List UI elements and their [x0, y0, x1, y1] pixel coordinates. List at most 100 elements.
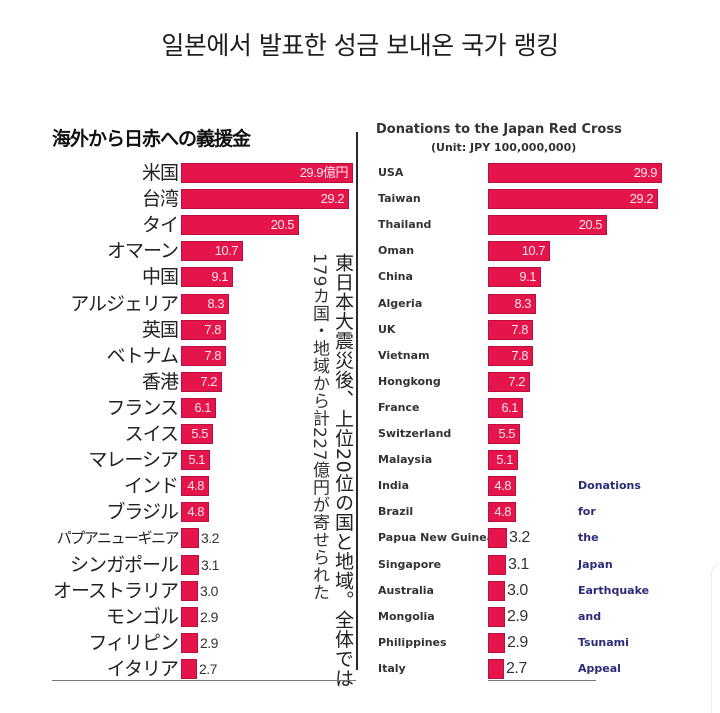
bar-label: オーストラリア [52, 579, 179, 602]
bar-row: Thailand 20.5 [378, 213, 678, 237]
bar: 4.8 [488, 502, 516, 523]
bar-label: 台湾 [141, 188, 179, 211]
bar-row: タイ 20.5 [0, 213, 360, 237]
bar: 29.2 [181, 189, 349, 210]
bar-row: マレーシア 5.1 [0, 448, 360, 472]
bar-row: オマーン 10.7 [0, 239, 360, 263]
bar-value: 2.9 [507, 607, 528, 625]
bar-value: 7.8 [204, 321, 221, 337]
page-title: 일본에서 발표한 성금 보내온 국가 랭킹 [161, 31, 559, 60]
bar-row: アルジェリア 8.3 [0, 292, 360, 316]
bar-row: 米国 29.9億円 [0, 161, 360, 185]
bar-row: フィリピン 2.9 [0, 631, 360, 655]
bar: 5.5 [488, 424, 520, 444]
bar-label: Australia [378, 583, 434, 597]
bar-row: 中国 9.1 [0, 265, 360, 289]
appeal-word: for [578, 505, 596, 519]
bar-value: 29.9 [633, 165, 658, 180]
appeal-word: the [578, 531, 599, 545]
bar-label: UK [378, 322, 396, 336]
bar-row: シンガポール 3.1 [0, 553, 360, 577]
bar-row: Singapore 3.1 [378, 553, 678, 577]
bar-value: 8.3 [207, 295, 224, 311]
bar-label: タイ [141, 214, 179, 237]
appeal-word: Earthquake [578, 583, 650, 597]
bar-row: フランス 6.1 [0, 396, 360, 420]
bar-row: UK 7.8 [378, 318, 678, 342]
bar-label: USA [378, 166, 404, 179]
bar-value: 4.8 [187, 478, 204, 494]
bar-value: 2.9 [200, 608, 218, 625]
bar [488, 528, 507, 549]
bar: 10.7 [181, 241, 243, 262]
bar [181, 580, 198, 601]
bar-label: Hongkong [378, 374, 441, 388]
bar: 8.3 [488, 293, 536, 314]
bar-label: オマーン [106, 240, 179, 263]
bar: 29.2 [488, 189, 658, 210]
bar-label: インド [123, 475, 179, 498]
bar-row: パプアニューギニア 3.2 [0, 526, 360, 550]
bar-value: 29.2 [320, 191, 345, 207]
bar [181, 606, 198, 627]
bar: 7.2 [181, 371, 222, 392]
appeal-word: and [578, 609, 602, 623]
bar-label: ベトナム [106, 344, 179, 367]
bar-value: 3.1 [201, 556, 219, 573]
bar: 6.1 [181, 397, 216, 418]
bar-label: Algeria [378, 296, 423, 310]
bar: 20.5 [181, 215, 299, 236]
bar-label: Switzerland [378, 427, 452, 440]
bar-row: Oman 10.7 [378, 239, 678, 263]
bar: 20.5 [488, 215, 607, 236]
bar-value: 3.0 [507, 581, 528, 599]
bar [488, 632, 505, 653]
japanese-chart-title: 海外から日赤への義援金 [52, 128, 251, 150]
japanese-chart-baseline [52, 680, 356, 681]
donation-chart-figure: 海外から日赤への義援金 米国 29.9億円 台湾 29.2 タイ 20.5 オマーン 10.7… [0, 110, 720, 690]
bar [488, 554, 506, 575]
bar-value: 6.1 [501, 399, 518, 415]
bar-row: Papua New Guinea 3.2 [378, 526, 678, 550]
bar-label: モンゴル [105, 605, 179, 628]
bar-label: 英国 [141, 318, 179, 341]
japanese-note-main: 東日本大震災後、上位20位の国と地域。全体では [332, 253, 354, 688]
english-chart-title: Donations to the Japan Red Cross [376, 122, 622, 137]
bar-row: China 9.1 [378, 265, 678, 289]
bar-row: Australia 3.0 [378, 579, 678, 603]
bar-row: インド 4.8 [0, 474, 360, 498]
bar-label: India [378, 479, 409, 493]
bar-value: 7.2 [508, 373, 525, 389]
bar [181, 528, 199, 549]
bar-value: 3.2 [201, 530, 219, 547]
bar: 7.8 [488, 345, 533, 366]
bar-value: 10.7 [214, 243, 239, 259]
bar-row: USA 29.9 [378, 161, 678, 185]
bar-row: Vietnam 7.8 [378, 344, 678, 368]
bar-row: スイス 5.5 [0, 422, 360, 446]
bar-label: Taiwan [378, 192, 421, 206]
bar-label: フィリピン [88, 631, 179, 654]
bar-value: 5.1 [496, 452, 513, 468]
bar [181, 554, 199, 575]
bar-label: 米国 [141, 162, 179, 184]
bar-value: 20.5 [578, 217, 603, 233]
bar: 7.8 [181, 319, 226, 340]
bar-value: 10.7 [521, 243, 546, 259]
bar: 5.5 [181, 424, 213, 444]
bar-label: イタリア [106, 657, 179, 680]
bar-row: モンゴル 2.9 [0, 605, 360, 629]
bar-value: 2.7 [199, 660, 217, 677]
appeal-word: Japan [578, 557, 613, 571]
bar-label: 中国 [141, 266, 179, 289]
bar-value: 5.1 [188, 452, 205, 468]
bar: 5.1 [181, 450, 210, 471]
bar-value: 7.8 [511, 347, 528, 363]
bar-label: Malaysia [378, 453, 433, 467]
bar-value: 2.9 [200, 634, 218, 651]
bar: 29.9 [488, 163, 662, 183]
bar-value: 7.8 [511, 321, 528, 337]
bar-row: Brazil 4.8 [378, 500, 678, 524]
bar [488, 658, 504, 679]
bar-row: イタリア 2.7 [0, 657, 360, 681]
